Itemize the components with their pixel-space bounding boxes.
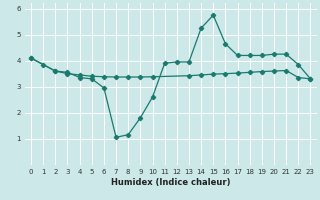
X-axis label: Humidex (Indice chaleur): Humidex (Indice chaleur): [111, 178, 230, 187]
